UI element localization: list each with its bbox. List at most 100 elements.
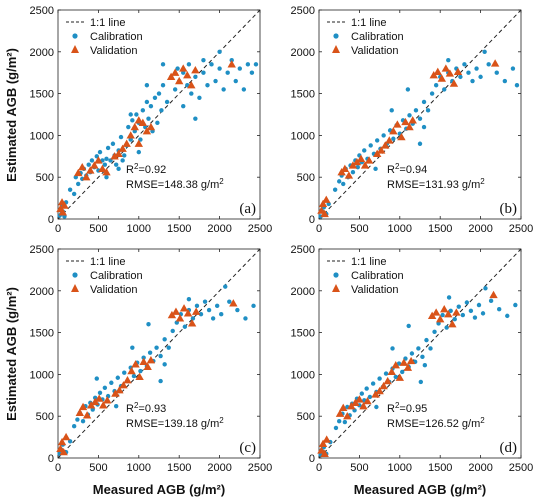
calibration-point: [496, 306, 502, 312]
calibration-point: [333, 425, 339, 431]
y-tick-label: 500: [36, 172, 54, 184]
x-tick-label: 500: [89, 462, 107, 474]
validation-point: [179, 64, 188, 72]
validation-point: [440, 304, 449, 313]
calibration-point: [362, 148, 367, 153]
calibration-point: [102, 385, 108, 390]
plot-frame: [318, 9, 522, 220]
validation-point: [86, 166, 95, 174]
y-tick-label: 1000: [30, 369, 54, 381]
legend-label-validation: Validation: [90, 45, 138, 57]
validation-point: [397, 132, 406, 141]
r2-label: R2=0.93: [126, 401, 166, 416]
validation-point: [359, 401, 368, 410]
legend-label-validation: Validation: [90, 284, 138, 296]
calibration-point: [370, 381, 376, 386]
calibration-point: [146, 116, 151, 121]
rmse-label: RMSE=139.18 g/m2: [126, 416, 224, 431]
validation-point: [356, 154, 366, 162]
x-tick-label: 500: [350, 462, 368, 474]
plot-frame: [318, 248, 522, 459]
calibration-point: [159, 108, 164, 113]
calibration-point: [122, 153, 127, 158]
calibration-point: [102, 162, 108, 167]
rmse-label: RMSE=148.38 g/m2: [126, 177, 224, 192]
calibration-point: [160, 62, 166, 67]
validation-point: [405, 122, 414, 131]
validation-point: [433, 67, 442, 76]
legend-label-calibration: Calibration: [351, 270, 404, 282]
calibration-point: [374, 404, 379, 410]
calibration-point: [432, 329, 437, 334]
y-tick-label: 500: [297, 172, 315, 184]
calibration-point: [94, 376, 99, 381]
validation-point: [127, 366, 136, 375]
calibration-point: [198, 312, 204, 317]
panels-group: 0 500 1000 1500 2000 250005001000150020002500…: [30, 5, 534, 474]
calibration-point: [144, 83, 150, 88]
calibration-point: [444, 325, 449, 330]
validation-point: [343, 412, 352, 420]
calibration-point: [202, 299, 208, 304]
calibration-point: [162, 337, 167, 342]
validation-point: [98, 164, 107, 172]
calibration-point: [206, 307, 212, 313]
legend-validation-swatch: [332, 284, 340, 292]
x-tick-label: 2000: [468, 223, 492, 235]
calibration-point: [249, 70, 255, 75]
legend-validation-swatch: [71, 45, 79, 53]
validation-point: [318, 439, 328, 447]
calibration-point: [472, 315, 478, 320]
validation-point: [391, 361, 400, 369]
x-tick-label: 2500: [248, 462, 272, 474]
calibration-point: [118, 134, 124, 140]
validation-point: [170, 68, 180, 76]
legend-validation-swatch: [332, 45, 340, 53]
calibration-point: [241, 87, 247, 92]
x-axis-label-right: Measured AGB (g/m²): [354, 482, 486, 497]
legend-label-calibration: Calibration: [351, 31, 404, 43]
validation-point: [335, 409, 345, 417]
calibration-point: [476, 302, 482, 308]
validation-point: [60, 201, 69, 209]
calibration-point: [116, 166, 121, 172]
x-tick-label: 1000: [127, 223, 151, 235]
calibration-point: [422, 363, 428, 368]
validation-point: [406, 356, 416, 365]
validation-point: [175, 76, 184, 85]
calibration-point: [359, 391, 365, 396]
validation-point: [146, 122, 156, 131]
validation-point: [399, 358, 409, 366]
calibration-point: [342, 419, 348, 425]
calibration-point: [446, 295, 452, 300]
x-tick-label: 1000: [388, 462, 412, 474]
validation-point: [74, 168, 83, 177]
calibration-point: [138, 368, 143, 374]
y-axis-label-top: Estimated AGB (g/m²): [4, 48, 19, 182]
calibration-point: [243, 316, 248, 321]
calibration-point: [130, 345, 135, 350]
calibration-point: [233, 78, 238, 84]
r2-label: R2=0.95: [387, 401, 427, 416]
calibration-point: [407, 113, 412, 118]
validation-point: [383, 376, 392, 385]
validation-point: [387, 367, 396, 376]
validation-point: [322, 195, 331, 203]
calibration-point: [166, 345, 171, 350]
calibration-point: [182, 324, 188, 329]
rmse-label: RMSE=126.52 g/m2: [387, 416, 485, 431]
validation-point: [166, 72, 176, 81]
x-tick-label: 0: [316, 223, 322, 235]
validation-point: [377, 146, 386, 154]
calibration-point: [164, 99, 170, 105]
calibration-point: [251, 303, 256, 309]
validation-point: [75, 408, 85, 417]
calibration-point: [201, 70, 206, 75]
x-tick-label: 2500: [509, 223, 533, 235]
validation-point: [95, 394, 104, 402]
calibration-point: [75, 417, 80, 422]
calibration-point: [337, 179, 342, 184]
calibration-point: [175, 66, 180, 71]
validation-point: [372, 149, 382, 157]
calibration-point: [367, 394, 373, 400]
